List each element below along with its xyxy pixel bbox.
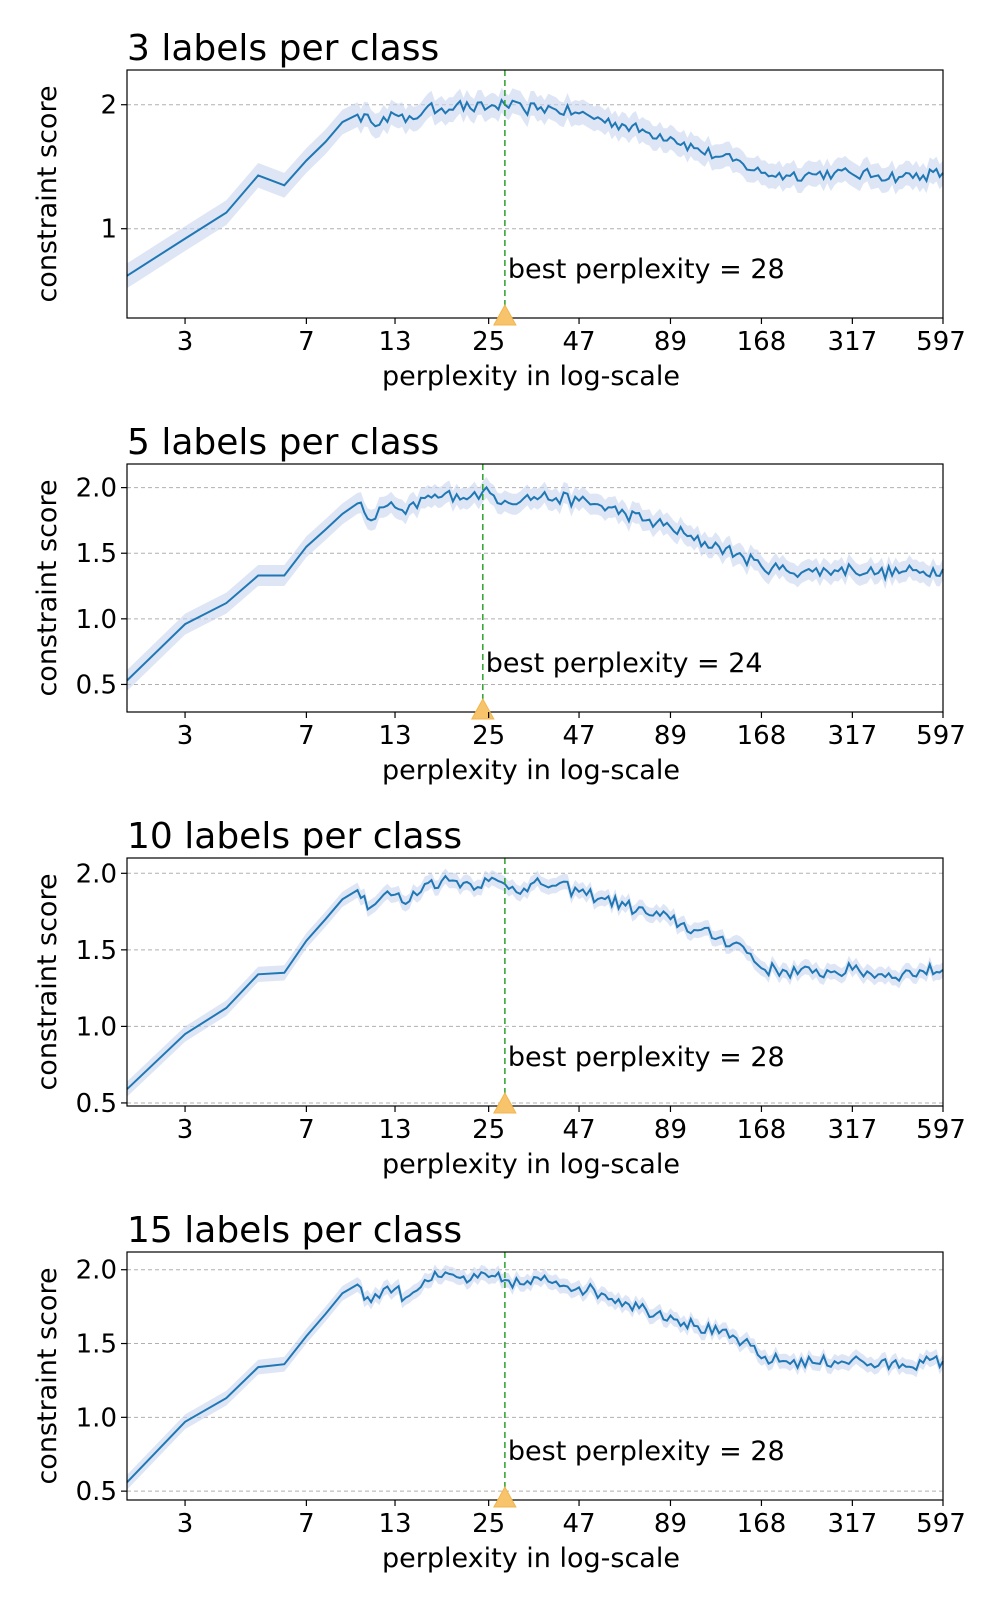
best-perplexity-marker [493,1485,517,1508]
y-tick-label: 0.5 [76,1089,117,1119]
y-tick-label: 1.0 [76,605,117,635]
y-tick-label: 2 [100,91,117,121]
plot-frame [126,857,944,1107]
x-tick-label: 317 [828,327,878,357]
confidence-band [127,87,943,289]
chart-panel-2: 5 labels per class best perplexity = 24 3 7… [32,422,966,786]
best-perplexity-marker [493,1091,517,1114]
x-tick-label: 3 [177,1115,194,1145]
x-tick-label: 168 [737,1509,787,1539]
x-tick-label: 13 [378,327,411,357]
series-line [126,874,944,1090]
x-tick-label: 597 [916,1509,966,1539]
x-tick-label: 597 [916,1115,966,1145]
x-tick-label: 168 [737,327,787,357]
x-tick-label: 7 [298,1115,315,1145]
chart-panel-4: 15 labels per class best perplexity = 28 3… [32,1210,966,1574]
chart-title: 15 labels per class [127,1210,462,1251]
y-tick-label: 1.5 [76,1330,117,1360]
plot-frame [126,1251,944,1501]
plot-frame [126,463,944,713]
x-tick-label: 47 [563,1509,596,1539]
x-tick-label: 3 [177,1509,194,1539]
chart-panel-3: 10 labels per class best perplexity = 28 3… [32,816,966,1180]
series-line [126,97,944,277]
y-axis-label: constraint score [32,85,63,302]
best-perplexity-marker [493,303,517,326]
x-tick-label: 47 [563,1115,596,1145]
x-tick-label: 89 [654,1509,687,1539]
x-tick-label: 3 [177,721,194,751]
x-tick-label: 317 [828,1115,878,1145]
x-tick-label: 25 [472,1509,505,1539]
y-tick-label: 1 [100,215,117,245]
y-tick-label: 1.5 [76,936,117,966]
y-tick-label: 2.0 [76,474,117,504]
y-tick-label: 0.5 [76,1477,117,1507]
x-axis-label: perplexity in log-scale [382,755,680,786]
x-tick-label: 89 [654,721,687,751]
y-tick-label: 1.5 [76,539,117,569]
x-tick-label: 317 [828,1509,878,1539]
series-line [126,485,944,682]
x-tick-label: 13 [378,1115,411,1145]
chart-panel-1: 3 labels per class best perplexity = 28 3 7… [32,28,966,392]
x-tick-label: 7 [298,721,315,751]
x-tick-label: 47 [563,721,596,751]
x-tick-label: 25 [472,1115,505,1145]
x-axis-label: perplexity in log-scale [382,1149,680,1180]
best-perplexity-annotation: best perplexity = 24 [486,648,763,679]
x-tick-label: 597 [916,327,966,357]
y-tick-label: 1.0 [76,1403,117,1433]
y-tick-label: 1.0 [76,1012,117,1042]
x-axis-label: perplexity in log-scale [382,1543,680,1574]
x-tick-label: 25 [472,327,505,357]
series-line [126,1269,944,1483]
best-perplexity-annotation: best perplexity = 28 [508,1042,785,1073]
confidence-band [127,476,943,691]
x-tick-label: 47 [563,327,596,357]
y-axis-label: constraint score [32,873,63,1090]
best-perplexity-marker [470,697,495,720]
x-tick-label: 3 [177,327,194,357]
x-tick-label: 13 [378,721,411,751]
x-tick-label: 7 [298,327,315,357]
chart-title: 10 labels per class [127,816,462,857]
best-perplexity-annotation: best perplexity = 28 [508,254,785,285]
x-tick-label: 89 [654,327,687,357]
chart-title: 5 labels per class [127,422,439,463]
plot-frame [126,69,944,319]
x-tick-label: 168 [737,721,787,751]
x-tick-label: 13 [378,1509,411,1539]
y-axis-label: constraint score [32,1267,63,1484]
x-tick-label: 317 [828,721,878,751]
best-perplexity-annotation: best perplexity = 28 [508,1436,785,1467]
y-axis-label: constraint score [32,479,63,696]
x-tick-label: 25 [472,721,505,751]
x-tick-label: 89 [654,1115,687,1145]
y-tick-label: 0.5 [76,670,117,700]
x-tick-label: 597 [916,721,966,751]
x-axis-label: perplexity in log-scale [382,361,680,392]
x-tick-label: 168 [737,1115,787,1145]
chart-title: 3 labels per class [127,28,439,69]
y-tick-label: 2.0 [76,1256,117,1286]
y-tick-label: 2.0 [76,859,117,889]
x-tick-label: 7 [298,1509,315,1539]
